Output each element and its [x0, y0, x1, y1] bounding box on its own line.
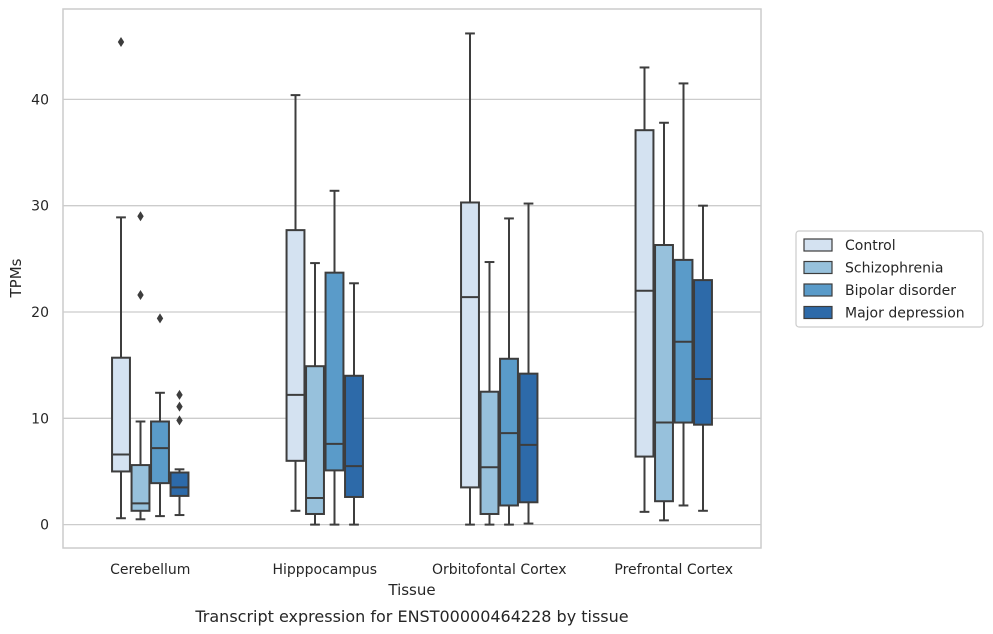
y-tick-labels: 0 10 20 30 40 — [31, 92, 49, 533]
outlier-marker — [156, 313, 164, 324]
box-schizophrenia — [305, 262, 325, 526]
outlier-marker — [176, 401, 183, 412]
legend-label: Control — [845, 238, 896, 254]
box-body — [654, 244, 674, 503]
legend-swatch — [803, 238, 833, 252]
x-tick-label: Prefrontal Cortex — [614, 562, 733, 578]
box-schizophrenia — [130, 211, 151, 521]
box-body — [499, 357, 519, 507]
x-tick-label: Cerebellum — [110, 562, 190, 578]
box-body — [305, 365, 325, 515]
plot-frame — [62, 8, 762, 549]
y-tick-label: 20 — [31, 305, 49, 321]
legend-swatch — [803, 260, 833, 275]
box-body — [460, 201, 480, 489]
chart-caption: Transcript expression for ENST0000046422… — [194, 607, 628, 626]
outlier-marker — [137, 289, 144, 300]
outlier-marker — [176, 389, 183, 400]
legend-frame — [795, 230, 984, 328]
box-body — [169, 471, 190, 497]
box-schizophrenia — [654, 121, 674, 522]
box-control — [634, 66, 655, 513]
box-major-depression — [344, 282, 364, 526]
legend-swatch — [803, 283, 833, 297]
box-body — [344, 374, 364, 498]
box-body — [693, 279, 713, 426]
legend-swatch — [803, 305, 833, 320]
x-tick-labels: Cerebellum Hipppocampus Orbitofontal Corte… — [110, 562, 733, 578]
y-tick-label: 0 — [40, 518, 49, 534]
y-axis-label: TPMs — [7, 258, 25, 298]
outlier-marker — [137, 211, 144, 222]
legend-label: Schizophrenia — [845, 261, 943, 277]
x-tick-label: Orbitofontal Cortex — [432, 562, 567, 578]
box-body — [130, 464, 151, 512]
box-body — [634, 129, 655, 458]
y-tick-label: 10 — [31, 411, 49, 427]
outlier-marker — [176, 415, 183, 426]
box-body — [479, 390, 500, 515]
box-bipolar-disorder — [150, 313, 170, 518]
y-tick-label: 40 — [31, 92, 49, 108]
box-body — [150, 420, 170, 485]
box-bipolar-disorder — [324, 189, 345, 526]
legend: Control Schizophrenia Bipolar disorder Majo… — [795, 230, 984, 328]
box-body — [324, 271, 345, 472]
outlier-marker — [117, 36, 125, 47]
legend-label: Bipolar disorder — [845, 283, 956, 299]
y-tick-label: 30 — [31, 199, 49, 215]
box-control — [111, 36, 131, 520]
box-bipolar-disorder — [499, 217, 519, 526]
box-bipolar-disorder — [673, 82, 694, 507]
box-control — [285, 94, 306, 512]
box-major-depression — [169, 389, 190, 517]
box-major-depression — [693, 204, 713, 512]
box-body — [111, 356, 131, 473]
legend-label: Major depression — [845, 306, 965, 322]
x-axis-label: Tissue — [387, 581, 435, 599]
x-tick-label: Hipppocampus — [272, 562, 377, 578]
box-control — [460, 32, 480, 526]
box-schizophrenia — [479, 261, 500, 526]
box-body — [518, 372, 539, 504]
box-major-depression — [518, 202, 539, 525]
box-body — [285, 229, 306, 462]
boxes — [111, 32, 713, 526]
